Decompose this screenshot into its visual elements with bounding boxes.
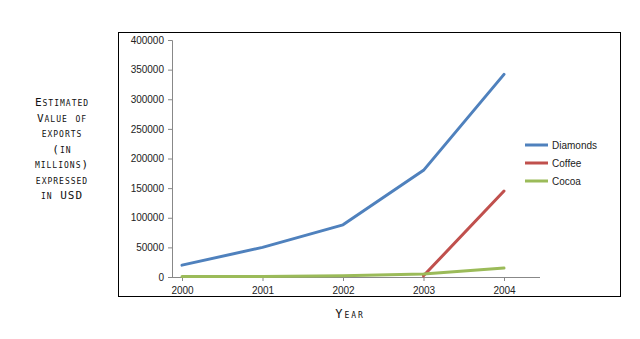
- y-tick-label: 400000: [131, 35, 165, 46]
- legend-label: Cocoa: [552, 176, 581, 187]
- legend-swatch: [525, 144, 548, 147]
- legend-item: Diamonds: [525, 140, 597, 151]
- y-tick: 250000: [131, 124, 172, 135]
- y-tick-label: 200000: [131, 153, 165, 164]
- y-tick-label: 50000: [136, 242, 164, 253]
- y-tick-mark: [168, 188, 172, 189]
- y-tick: 50000: [136, 242, 172, 253]
- series-line: [182, 268, 504, 276]
- x-tick: 2004: [493, 277, 516, 296]
- y-tick-mark: [168, 40, 172, 41]
- x-tick-mark: [504, 277, 505, 281]
- y-tick: 300000: [131, 94, 172, 105]
- y-axis-title: EstimatedValue ofexports(inmillions)expr…: [35, 96, 89, 202]
- y-tick: 400000: [131, 35, 172, 46]
- y-tick-mark: [168, 218, 172, 219]
- y-tick-label: 350000: [131, 64, 165, 75]
- y-tick-label: 100000: [131, 212, 165, 223]
- legend-label: Coffee: [552, 158, 582, 169]
- legend-item: Cocoa: [525, 176, 581, 187]
- y-tick: 0: [158, 272, 172, 283]
- x-axis-title: Year: [335, 307, 365, 321]
- y-tick: 200000: [131, 153, 172, 164]
- y-axis: 0 50000 100000 150000 200000 250000 300000 3500…: [131, 35, 173, 283]
- chart: 0 50000 100000 150000 200000 250000 300000 3500…: [0, 0, 640, 339]
- x-tick-mark: [424, 277, 425, 281]
- legend-item: Coffee: [525, 158, 582, 169]
- legend-swatch: [525, 162, 548, 165]
- y-tick-label: 150000: [131, 183, 165, 194]
- x-axis: 2000 2001 2002 2003 2004: [171, 277, 516, 296]
- x-tick: 2001: [252, 277, 275, 296]
- series-line: [182, 74, 504, 265]
- y-tick-mark: [168, 159, 172, 160]
- y-tick: 150000: [131, 183, 172, 194]
- y-tick: 100000: [131, 212, 172, 223]
- y-tick-label: 250000: [131, 124, 165, 135]
- x-tick-label: 2000: [171, 285, 194, 296]
- chart-frame: [119, 33, 621, 297]
- x-tick-label: 2002: [332, 285, 355, 296]
- legend-swatch: [525, 180, 548, 183]
- y-tick: 350000: [131, 64, 172, 75]
- y-tick-label: 300000: [131, 94, 165, 105]
- y-tick-mark: [168, 99, 172, 100]
- series-line: [424, 191, 505, 276]
- y-tick-mark: [168, 277, 172, 278]
- y-tick-label: 0: [158, 272, 164, 283]
- x-tick-label: 2003: [413, 285, 436, 296]
- legend-label: Diamonds: [552, 140, 597, 151]
- y-tick-mark: [168, 129, 172, 130]
- x-tick-mark: [343, 277, 344, 281]
- x-tick: 2000: [171, 277, 194, 296]
- y-tick-mark: [168, 70, 172, 71]
- x-tick: 2003: [413, 277, 436, 296]
- y-axis-line: [168, 41, 173, 278]
- plot-area: [182, 74, 504, 276]
- y-tick-mark: [168, 247, 172, 248]
- x-tick-label: 2004: [493, 285, 516, 296]
- legend: Diamonds Coffee Cocoa: [525, 140, 597, 187]
- x-tick-label: 2001: [252, 285, 275, 296]
- x-tick: 2002: [332, 277, 355, 296]
- x-axis-line: [183, 278, 505, 282]
